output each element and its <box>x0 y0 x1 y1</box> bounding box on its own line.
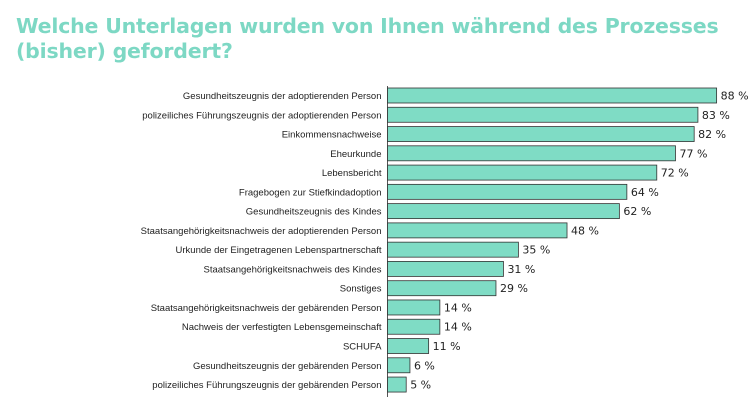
bar-staatsangehoerigkeitsnachweis-des-kindes <box>387 261 504 277</box>
category-label-polizeiliches-fuehrungszeugnis-der-adoptierenden-person: polizeiliches Führungszeugnis der adopti… <box>142 110 381 121</box>
category-label-lebensbericht: Lebensbericht <box>322 168 382 179</box>
value-label-gesundheitszeugnis-der-gebaerenden-person: 6 % <box>414 359 435 372</box>
value-label-einkommensnachweise: 82 % <box>698 128 726 141</box>
value-label-staatsangehoerigkeitsnachweis-der-adoptierenden-person: 48 % <box>571 224 599 237</box>
category-label-fragebogen-zur-stiefkindadoption: Fragebogen zur Stiefkindadoption <box>239 187 382 198</box>
category-label-eheurkunde: Eheurkunde <box>330 149 381 160</box>
category-label-sonstiges: Sonstiges <box>340 284 382 295</box>
category-label-gesundheitszeugnis-der-gebaerenden-person: Gesundheitszeugnis der gebärenden Person <box>193 361 382 372</box>
chart-title: Welche Unterlagen wurden von Ihnen währe… <box>16 14 719 63</box>
value-label-lebensbericht: 72 % <box>661 167 689 180</box>
value-label-gesundheitszeugnis-der-adoptierenden-person: 88 % <box>721 90 749 103</box>
category-label-schufa: SCHUFA <box>343 342 382 353</box>
value-label-urkunde-der-eingetragenen-lebenspartnerschaft: 35 % <box>522 244 550 257</box>
bars-group: Gesundheitszeugnis der adoptierenden Per… <box>141 87 749 393</box>
category-label-staatsangehoerigkeitsnachweis-des-kindes: Staatsangehörigkeitsnachweis des Kindes <box>204 264 382 275</box>
value-label-polizeiliches-fuehrungszeugnis-der-gebaerenden-person: 5 % <box>410 379 431 392</box>
bar-schufa <box>387 338 430 354</box>
value-label-eheurkunde: 77 % <box>679 147 707 160</box>
bar-eheurkunde <box>387 145 676 162</box>
category-label-staatsangehoerigkeitsnachweis-der-adoptierenden-person: Staatsangehörigkeitsnachweis der adoptie… <box>141 226 382 237</box>
value-label-gesundheitszeugnis-des-kindes: 62 % <box>623 205 651 218</box>
bar-lebensbericht <box>387 164 658 181</box>
value-label-sonstiges: 29 % <box>500 282 528 295</box>
value-label-fragebogen-zur-stiefkindadoption: 64 % <box>631 186 659 199</box>
category-label-gesundheitszeugnis-des-kindes: Gesundheitszeugnis des Kindes <box>246 207 382 218</box>
category-label-nachweis-der-verfestigten-lebensgemeinschaft: Nachweis der verfestigten Lebensgemeinsc… <box>182 322 382 333</box>
value-label-staatsangehoerigkeitsnachweis-des-kindes: 31 % <box>507 263 535 276</box>
value-label-staatsangehoerigkeitsnachweis-der-gebaerenden-person: 14 % <box>444 301 472 314</box>
bar-gesundheitszeugnis-der-gebaerenden-person <box>387 357 411 374</box>
bar-polizeiliches-fuehrungszeugnis-der-adoptierenden-person <box>387 106 699 123</box>
category-label-urkunde-der-eingetragenen-lebenspartnerschaft: Urkunde der Eingetragenen Lebenspartners… <box>176 245 382 256</box>
bar-gesundheitszeugnis-des-kindes <box>387 203 620 220</box>
category-label-polizeiliches-fuehrungszeugnis-der-gebaerenden-person: polizeiliches Führungszeugnis der gebäre… <box>152 380 381 391</box>
bar-gesundheitszeugnis-der-adoptierenden-person <box>387 87 718 104</box>
value-label-polizeiliches-fuehrungszeugnis-der-adoptierenden-person: 83 % <box>702 109 730 122</box>
category-label-einkommensnachweise: Einkommensnachweise <box>282 130 382 141</box>
bar-polizeiliches-fuehrungszeugnis-der-gebaerenden-person <box>387 376 407 393</box>
bar-fragebogen-zur-stiefkindadoption <box>387 183 628 200</box>
value-label-schufa: 11 % <box>433 340 461 353</box>
bar-staatsangehoerigkeitsnachweis-der-adoptierenden-person <box>387 222 568 239</box>
bar-urkunde-der-eingetragenen-lebenspartnerschaft <box>387 241 519 258</box>
category-label-gesundheitszeugnis-der-adoptierenden-person: Gesundheitszeugnis der adoptierenden Per… <box>183 91 382 102</box>
category-label-staatsangehoerigkeitsnachweis-der-gebaerenden-person: Staatsangehörigkeitsnachweis der gebären… <box>151 303 382 314</box>
bar-nachweis-der-verfestigten-lebensgemeinschaft <box>387 318 441 335</box>
bar-einkommensnachweise <box>387 126 695 142</box>
value-label-nachweis-der-verfestigten-lebensgemeinschaft: 14 % <box>444 321 472 334</box>
bar-sonstiges <box>387 280 497 297</box>
bar-staatsangehoerigkeitsnachweis-der-gebaerenden-person <box>387 299 441 316</box>
